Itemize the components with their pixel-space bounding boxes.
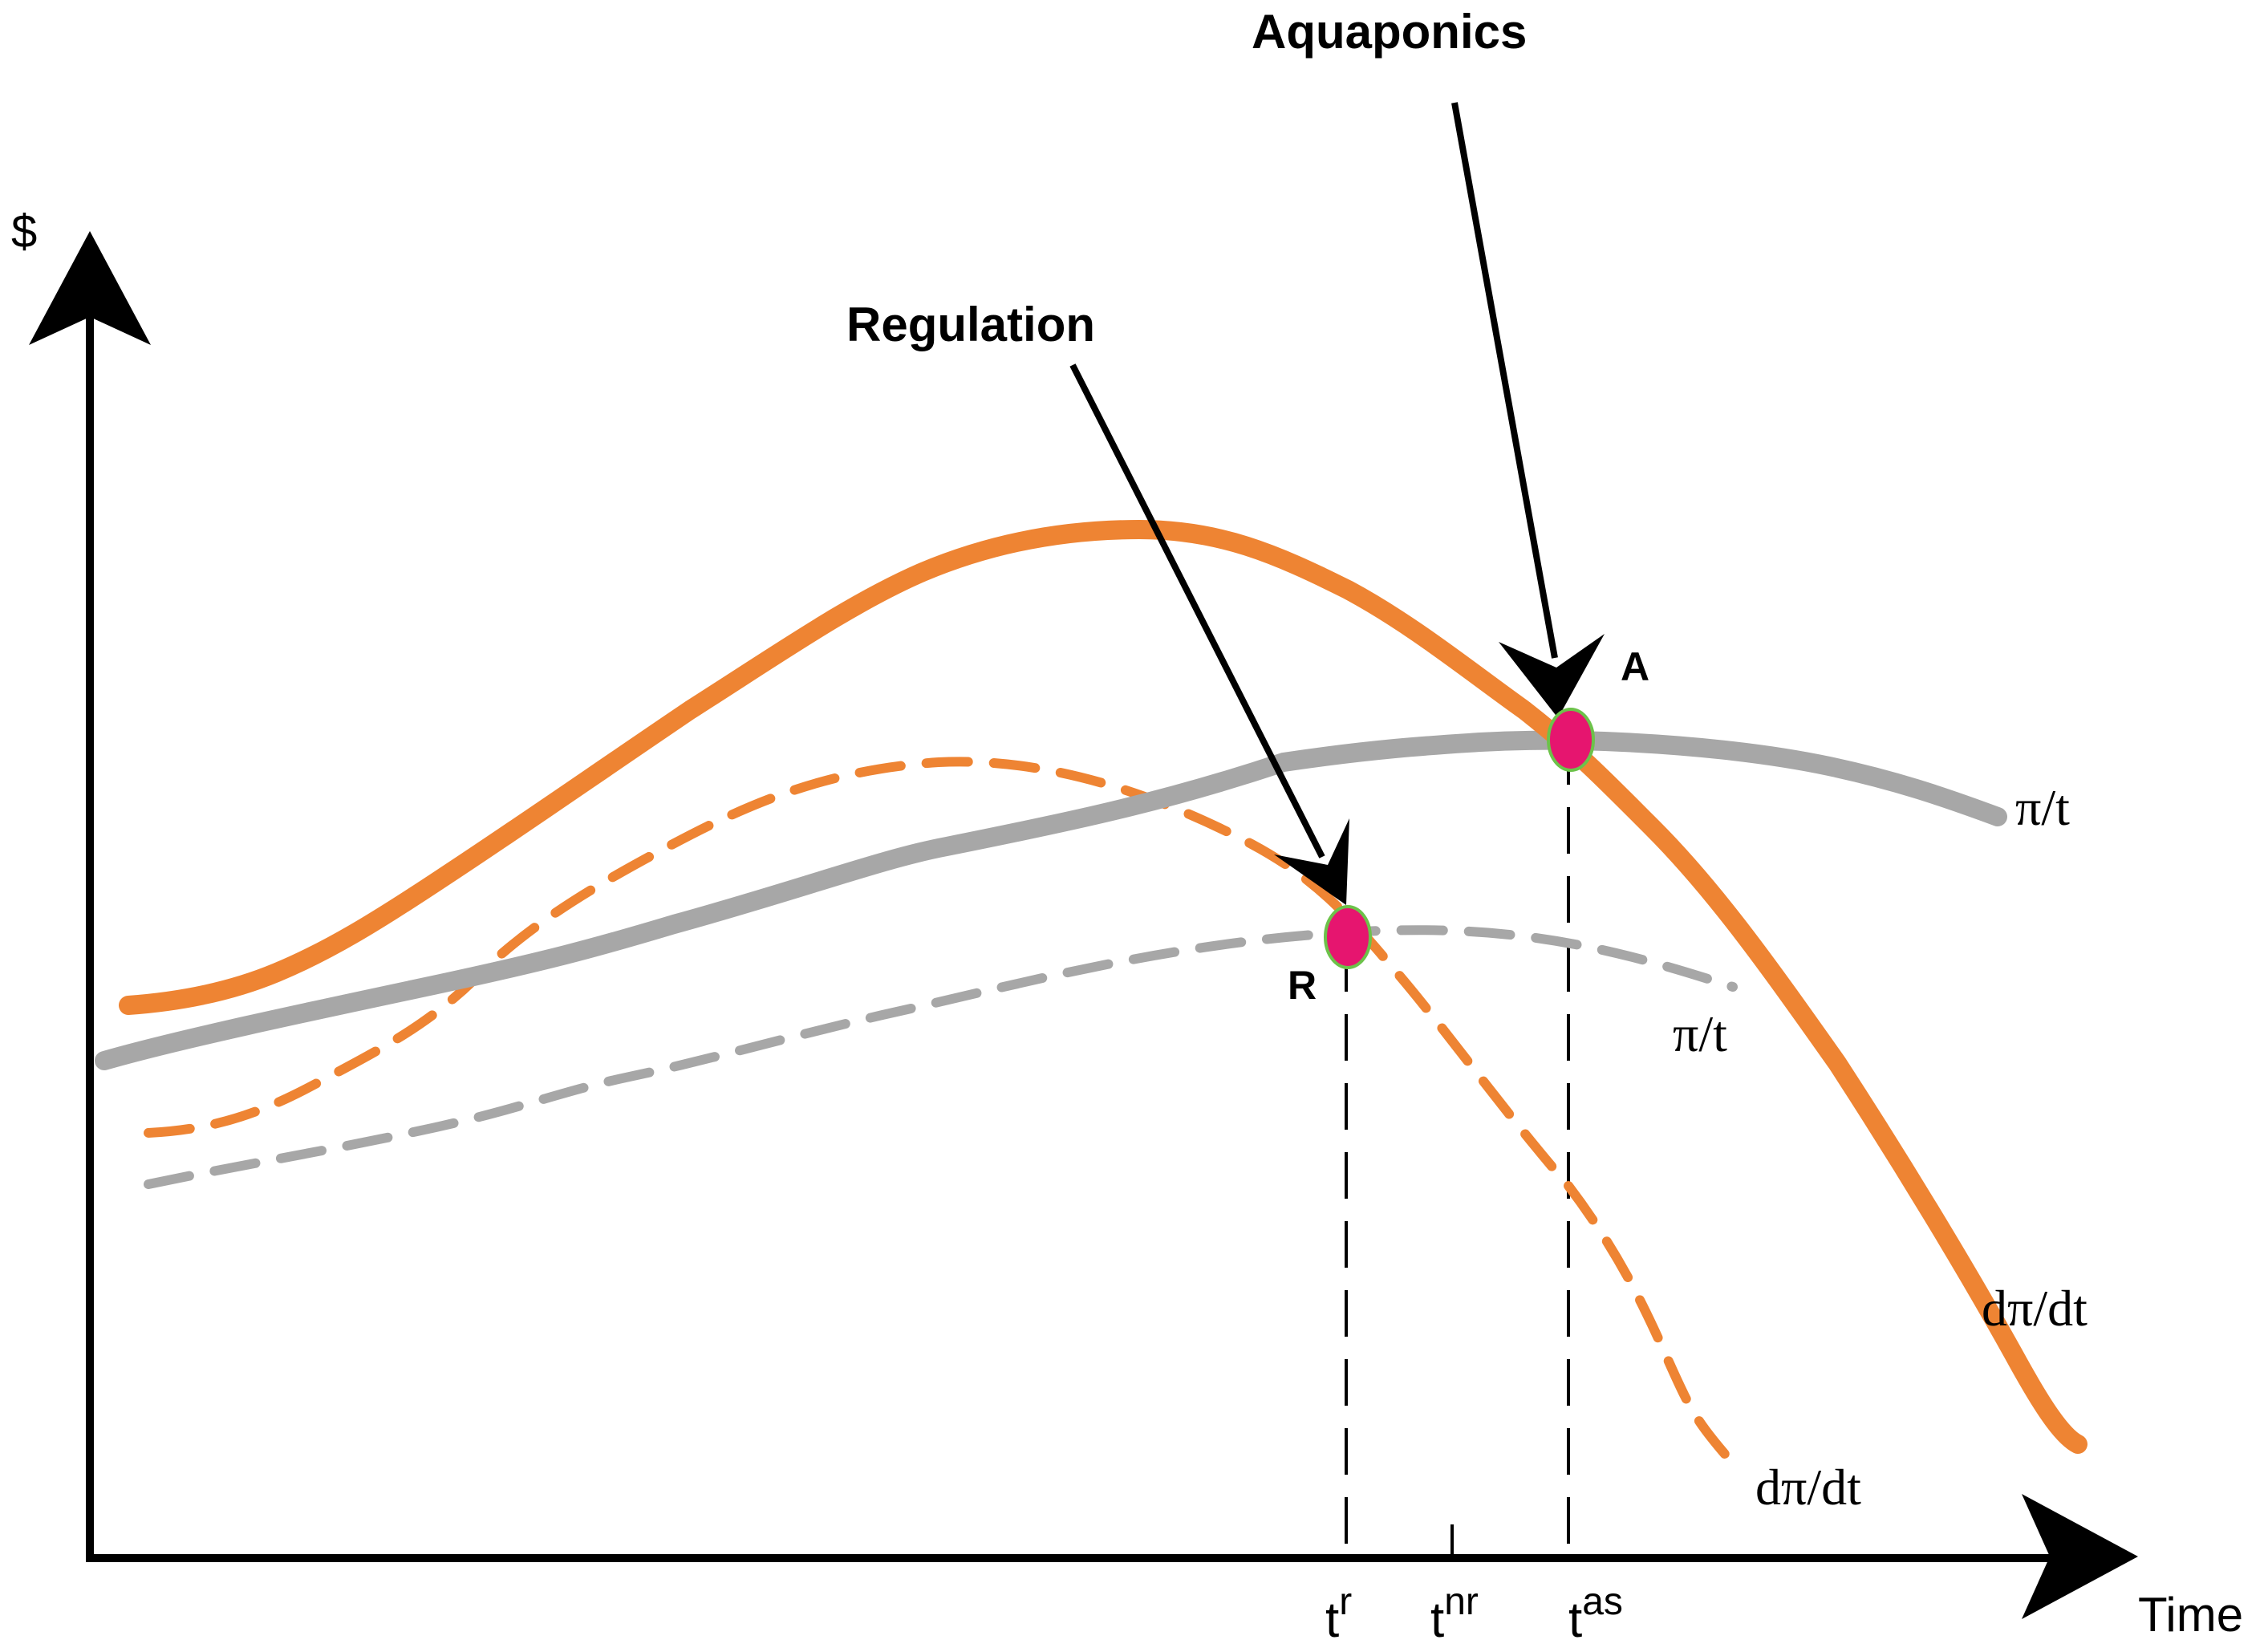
avg-profit-solid-curve [95, 730, 2007, 1070]
x-axis-arrowhead [2022, 1494, 2138, 1619]
labels: Aquaponics Regulation A R π/t dπ/dt π/t … [846, 5, 2087, 1516]
marginal-profit-solid-curve [119, 519, 2087, 1454]
regulation-arrow-shaft [1069, 363, 1325, 858]
y-axis-arrowhead [29, 231, 151, 345]
y-axis-label: $ [11, 205, 37, 258]
tick-label-tnr: tnr [1430, 1581, 1479, 1648]
tick-label-tas: tas [1568, 1581, 1623, 1648]
aquaponics-label: Aquaponics [1252, 5, 1527, 59]
regulation-arrowhead [1274, 818, 1349, 905]
callout-arrows [1069, 102, 1605, 905]
marginal-profit-dashed-label: dπ/dt [1755, 1459, 1861, 1516]
point-a-label: A [1621, 644, 1649, 689]
aquaponics-arrow-shaft [1451, 102, 1558, 659]
marginal-profit-solid-label: dπ/dt [1982, 1280, 2087, 1337]
time-guides [1345, 738, 1570, 1561]
regulation-label: Regulation [846, 298, 1095, 351]
x-axis-label: Time [2138, 1588, 2243, 1642]
axes: $ Time [11, 205, 2243, 1642]
point-r-label: R [1288, 963, 1317, 1008]
intersection-points [1324, 708, 1595, 969]
point-a-marker [1547, 708, 1595, 772]
tick-label-tr: tr [1325, 1581, 1352, 1648]
avg-profit-solid-label: π/t [2015, 779, 2070, 836]
marginal-profit-dashed-curve [144, 757, 1742, 1473]
aquaponics-arrowhead [1499, 634, 1605, 718]
avg-profit-dashed-label: π/t [1673, 1005, 1727, 1062]
point-r-marker [1324, 905, 1372, 969]
time-tick-labels: tr tnr tas [1325, 1581, 1623, 1648]
avg-profit-dashed-curve [144, 925, 1738, 1189]
